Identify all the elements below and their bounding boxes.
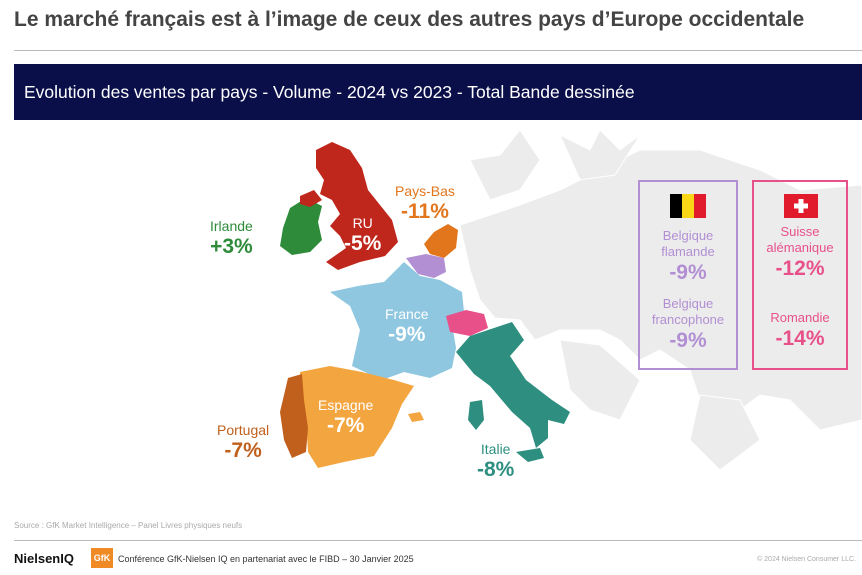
switzerland-flag-icon [784,194,818,218]
belgium-flamande-name1: Belgique [662,228,714,243]
italie-name: Italie [480,441,511,457]
gfk-logo: GfK [91,548,113,568]
irlande-name: Irlande [210,218,253,234]
ireland-shape [280,198,322,255]
sardinia-shape [468,400,484,430]
swiss-romandie-name: Romandie [770,310,830,325]
france-shape [330,262,464,380]
source-note: Source : GfK Market Intelligence – Panel… [14,521,243,530]
spain-shape [300,366,414,468]
swiss-alemanique-name1: Suisse [780,224,820,239]
label-france: France -9% [385,306,429,347]
france-value: -9% [388,323,426,346]
label-ru: RU -5% [344,215,381,256]
swiss-romandie-item: Romandie -14% [754,310,846,352]
subtitle-banner: Evolution des ventes par pays - Volume -… [14,64,862,120]
northern-ireland-shape [300,190,322,207]
pays-bas-value: -11% [401,200,449,223]
swiss-alemanique-value: -12% [775,257,825,280]
switzerland-shape [446,310,488,336]
belgium-box: Belgique flamande -9% Belgique francopho… [638,180,738,370]
title-divider [14,50,862,51]
portugal-value: -7% [224,439,262,462]
espagne-value: -7% [326,414,365,437]
slide-title: Le marché français est à l’image de ceux… [14,8,805,31]
belgium-flag-icon [670,194,706,218]
italie-value: -8% [477,458,515,481]
label-irlande: Irlande +3% [210,218,253,259]
belgium-francophone-name1: Belgique [662,296,714,311]
italy-shape [456,322,570,448]
irlande-value: +3% [210,235,253,258]
uk-shape [316,142,398,270]
belgium-flamande-value: -9% [669,261,707,284]
label-italie: Italie -8% [477,441,514,482]
swiss-romandie-value: -14% [775,327,825,350]
portugal-shape [280,374,308,458]
espagne-name: Espagne [318,397,374,413]
france-name: France [385,306,429,322]
swiss-box: Suisse alémanique -12% Romandie -14% [752,180,848,370]
sicily-shape [516,448,544,462]
belgium-flamande-item: Belgique flamande -9% [640,228,736,286]
belgium-shape [406,254,446,278]
nielseniq-logo: NielsenIQ [14,551,74,566]
swiss-alemanique-name2: alémanique [766,240,834,255]
portugal-name: Portugal [217,422,270,438]
swiss-alemanique-item: Suisse alémanique -12% [754,224,846,282]
belgium-flamande-name2: flamande [661,244,715,259]
ru-name: RU [352,215,373,231]
label-portugal: Portugal -7% [217,422,269,463]
label-pays-bas: Pays-Bas -11% [395,183,455,224]
belgium-francophone-item: Belgique francophone -9% [640,296,736,354]
footer-text: Conférence GfK-Nielsen IQ en partenariat… [118,554,414,564]
copyright-note: © 2024 Nielsen Consumer LLC. [757,556,856,563]
background-countries [459,129,862,471]
footer-divider [14,540,862,541]
belgium-francophone-name2: francophone [651,312,725,327]
balearic-shape [408,412,424,422]
pays-bas-name: Pays-Bas [395,183,455,199]
belgium-francophone-value: -9% [669,329,707,352]
label-espagne: Espagne -7% [318,397,373,438]
ru-value: -5% [344,232,382,255]
netherlands-shape [424,224,458,258]
